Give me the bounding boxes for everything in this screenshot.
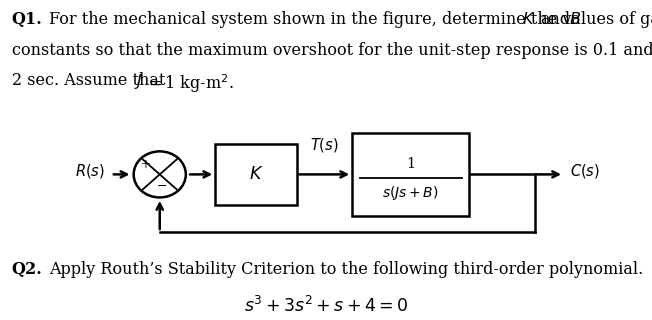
- Text: $\mathit{J}$: $\mathit{J}$: [134, 72, 143, 91]
- Text: and: and: [540, 11, 570, 28]
- FancyBboxPatch shape: [215, 144, 297, 205]
- Text: $\mathit{K}$: $\mathit{K}$: [522, 11, 535, 28]
- Text: $T(s)$: $T(s)$: [310, 136, 338, 154]
- Text: constants so that the maximum overshoot for the unit-step response is 0.1 and th: constants so that the maximum overshoot …: [12, 42, 652, 59]
- Text: $R(s)$: $R(s)$: [75, 162, 105, 180]
- Text: 1: 1: [406, 156, 415, 171]
- Text: 2 sec. Assume that: 2 sec. Assume that: [12, 72, 170, 89]
- Text: Apply Routh’s Stability Criterion to the following third-order polynomial.: Apply Routh’s Stability Criterion to the…: [49, 261, 643, 278]
- Text: $\mathit{B}$: $\mathit{B}$: [569, 11, 581, 28]
- Text: $s^3 + 3s^2 + s + 4 = 0$: $s^3 + 3s^2 + s + 4 = 0$: [244, 296, 408, 316]
- Text: −: −: [157, 180, 168, 193]
- Text: For the mechanical system shown in the figure, determine the values of gain: For the mechanical system shown in the f…: [49, 11, 652, 28]
- Text: $=$1 kg-m$^2$.: $=$1 kg-m$^2$.: [145, 72, 233, 95]
- Text: $K$: $K$: [248, 166, 263, 183]
- Text: $C(s)$: $C(s)$: [570, 162, 600, 180]
- Text: Q2.: Q2.: [12, 261, 42, 278]
- Text: Q1.: Q1.: [12, 11, 42, 28]
- FancyBboxPatch shape: [352, 133, 469, 216]
- Text: +: +: [140, 157, 151, 171]
- Text: $s(Js + B)$: $s(Js + B)$: [383, 184, 439, 202]
